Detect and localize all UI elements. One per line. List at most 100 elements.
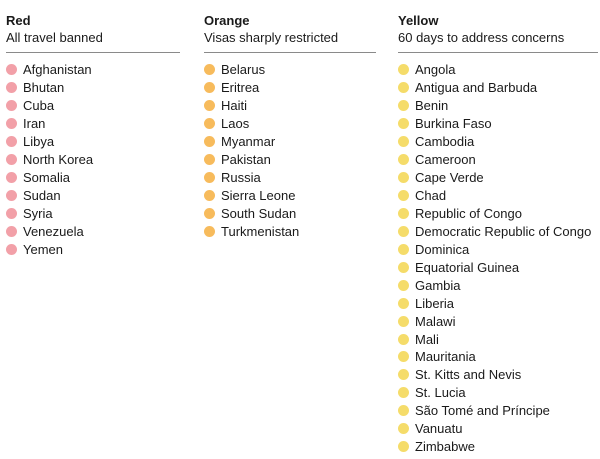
country-name: North Korea <box>23 152 94 168</box>
yellow-column: Yellow 60 days to address concerns Angol… <box>398 12 598 456</box>
country-name: Equatorial Guinea <box>415 259 520 275</box>
country-name: Cameroon <box>415 152 476 168</box>
status-dot-icon <box>204 136 215 148</box>
status-dot-icon <box>6 100 17 112</box>
status-dot-icon <box>398 154 409 166</box>
country-list-item: Sierra Leone <box>204 187 376 205</box>
status-dot-icon <box>398 387 409 399</box>
status-dot-icon <box>398 441 409 453</box>
country-name: Pakistan <box>221 152 271 168</box>
status-dot-icon <box>204 190 215 202</box>
country-name: Gambia <box>415 277 461 293</box>
country-name: Venezuela <box>23 223 84 239</box>
country-list-item: Gambia <box>398 276 598 294</box>
red-column-title: Red <box>6 13 31 28</box>
status-dot-icon <box>204 82 215 94</box>
country-list-item: Turkmenistan <box>204 222 376 240</box>
country-list-item: Sudan <box>6 187 180 205</box>
status-dot-icon <box>398 207 409 219</box>
status-dot-icon <box>398 64 409 76</box>
country-name: Sudan <box>23 188 61 204</box>
yellow-column-title: Yellow <box>398 13 439 28</box>
red-column: Red All travel banned Afghanistan Bhutan C… <box>6 12 180 258</box>
country-list-item: Belarus <box>204 61 376 79</box>
country-list-item: Malawi <box>398 312 598 330</box>
status-dot-icon <box>204 154 215 166</box>
country-name: Bhutan <box>23 80 65 96</box>
country-name: Mali <box>415 331 439 347</box>
country-list-item: Equatorial Guinea <box>398 258 598 276</box>
country-name: Cambodia <box>415 134 475 150</box>
country-list-item: Cape Verde <box>398 169 598 187</box>
country-list-item: Somalia <box>6 169 180 187</box>
country-list-item: Venezuela <box>6 222 180 240</box>
country-list-item: North Korea <box>6 151 180 169</box>
status-dot-icon <box>398 100 409 112</box>
country-list-item: Pakistan <box>204 151 376 169</box>
country-name: Cape Verde <box>415 170 484 186</box>
country-name: Haiti <box>221 98 248 114</box>
country-name: St. Lucia <box>415 385 466 401</box>
country-list-item: Syria <box>6 205 180 223</box>
status-dot-icon <box>398 243 409 255</box>
country-list-item: Republic of Congo <box>398 205 598 223</box>
country-name: Mauritania <box>415 349 476 365</box>
status-dot-icon <box>398 333 409 345</box>
status-dot-icon <box>398 405 409 417</box>
country-name: Vanuatu <box>415 421 463 437</box>
country-name: Sierra Leone <box>221 188 296 204</box>
country-name: Belarus <box>221 62 266 78</box>
status-dot-icon <box>398 172 409 184</box>
status-dot-icon <box>204 172 215 184</box>
country-name: Yemen <box>23 241 63 257</box>
country-list-item: Angola <box>398 61 598 79</box>
status-dot-icon <box>398 136 409 148</box>
orange-column: Orange Visas sharply restricted Belarus E… <box>204 12 376 240</box>
status-dot-icon <box>398 118 409 130</box>
status-dot-icon <box>6 243 17 255</box>
country-list-item: Bhutan <box>6 79 180 97</box>
orange-column-subtitle: Visas sharply restricted <box>204 30 339 45</box>
status-dot-icon <box>398 225 409 237</box>
status-dot-icon <box>6 118 17 130</box>
country-list-item: Cuba <box>6 97 180 115</box>
status-dot-icon <box>6 136 17 148</box>
country-name: Malawi <box>415 313 456 329</box>
yellow-country-list: Angola Antigua and Barbuda Benin Burkina Fa… <box>398 61 598 456</box>
country-name: Zimbabwe <box>415 439 475 455</box>
country-name: Burkina Faso <box>415 116 492 132</box>
country-list-item: Zimbabwe <box>398 438 598 456</box>
country-name: Turkmenistan <box>221 223 300 239</box>
country-list-item: Liberia <box>398 294 598 312</box>
country-list-item: Haiti <box>204 97 376 115</box>
country-list-item: Laos <box>204 115 376 133</box>
status-dot-icon <box>204 64 215 76</box>
country-name: Eritrea <box>221 80 260 96</box>
country-name: Cuba <box>23 98 55 114</box>
country-name: Dominica <box>415 241 470 257</box>
status-dot-icon <box>398 279 409 291</box>
country-name: Republic of Congo <box>415 205 522 221</box>
orange-column-divider <box>204 52 376 53</box>
status-dot-icon <box>398 297 409 309</box>
country-name: Antigua and Barbuda <box>415 80 538 96</box>
country-list-item: Mauritania <box>398 348 598 366</box>
red-column-subtitle: All travel banned <box>6 30 103 45</box>
status-dot-icon <box>398 261 409 273</box>
status-dot-icon <box>204 100 215 112</box>
country-list-item: Cambodia <box>398 133 598 151</box>
status-dot-icon <box>6 190 17 202</box>
status-dot-icon <box>398 190 409 202</box>
status-dot-icon <box>6 207 17 219</box>
status-dot-icon <box>398 82 409 94</box>
country-name: São Tomé and Príncipe <box>415 403 550 419</box>
status-dot-icon <box>6 225 17 237</box>
country-name: Laos <box>221 116 250 132</box>
country-name: Syria <box>23 205 53 221</box>
country-list-item: St. Lucia <box>398 384 598 402</box>
country-name: Liberia <box>415 295 455 311</box>
country-list-item: Afghanistan <box>6 61 180 79</box>
country-list-item: Russia <box>204 169 376 187</box>
status-dot-icon <box>204 207 215 219</box>
country-list-item: Yemen <box>6 240 180 258</box>
